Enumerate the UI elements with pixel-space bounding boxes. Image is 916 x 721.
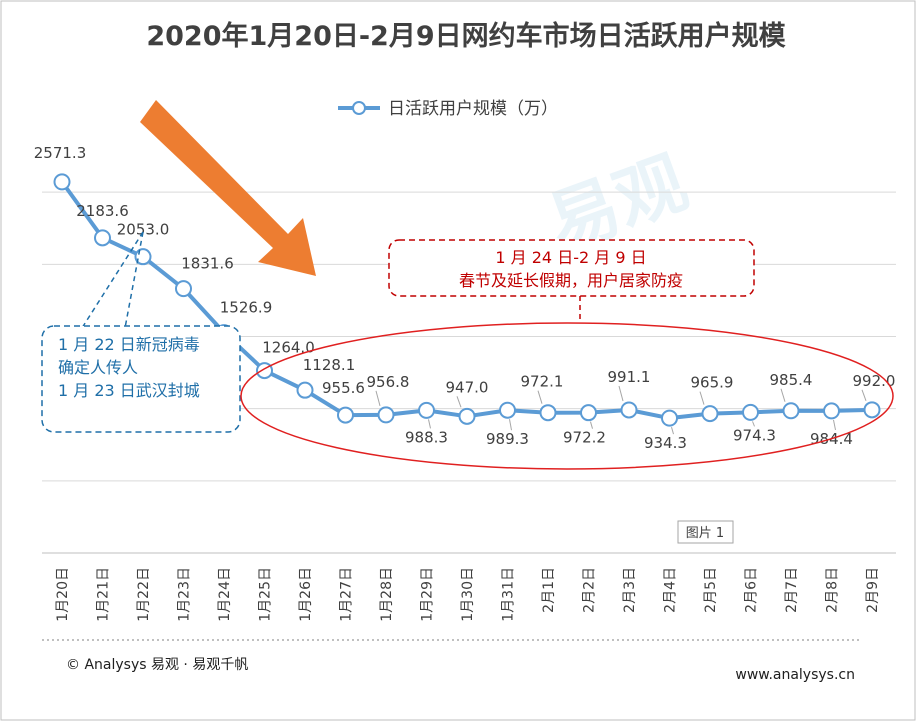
orange-arrow-shape [140,100,316,276]
holiday-ellipse [240,322,894,470]
data-point [863,401,881,419]
data-label-leader [375,390,381,407]
data-label-leader [428,419,431,429]
trend-arrow [140,100,316,276]
x-tick-label: 1月29日 [420,567,436,622]
x-tick-label: 2月4日 [663,567,679,613]
data-label-leader [537,390,543,404]
x-tick-label: 2月3日 [622,567,638,613]
data-point [661,409,678,427]
covid-box [41,325,241,433]
data-point [701,405,719,423]
data-point [296,381,314,399]
legend: 日活跃用户规模（万） [338,99,558,119]
x-tick-label: 2月7日 [784,567,800,613]
holiday-line-2: 春节及延长假期，用户居家防疫 [459,271,683,290]
data-label: 934.3 [644,434,687,452]
data-label: 956.8 [367,373,410,391]
data-label: 992.0 [853,372,896,390]
x-tick-label: 2月1日 [541,567,557,613]
holiday-line-1: 1 月 24 日-2 月 9 日 [495,248,646,267]
data-label: 1264.0 [262,339,315,357]
data-label-leader [861,389,867,401]
x-axis-ticks: 1月20日 1月21日 1月22日 1月23日 1月24日 1月25日 1月26日 1月27日… [55,567,881,622]
x-tick-label: 1月25日 [258,567,274,622]
data-point [458,407,476,425]
data-label-leader [618,385,624,402]
data-point [94,229,111,247]
figure-label-text: 图片 1 [686,526,724,541]
covid-annotation: 1 月 22 日新冠病毒 确定人传人 1 月 23 日武汉封城 [41,231,241,433]
data-label: 2571.3 [34,144,87,162]
covid-leader-line-2 [124,231,144,329]
data-point [580,404,597,422]
data-point [175,280,192,298]
data-point [418,401,435,419]
data-label-leader [780,388,786,402]
data-label-leader [509,419,512,431]
chart-title: 2020年1月20日-2月9日网约车市场日活跃用户规模 [146,20,785,52]
data-label-leader [699,391,705,405]
data-label: 955.6 [322,379,365,397]
series-dau [53,173,881,427]
data-label: 947.0 [446,378,489,396]
x-tick-label: 1月21日 [96,567,112,622]
data-label: 991.1 [608,368,651,386]
data-label-leader [833,419,836,431]
x-tick-label: 1月28日 [379,567,395,622]
data-label: 1526.9 [220,299,273,317]
data-point [742,403,759,421]
x-tick-label: 1月24日 [217,567,233,622]
data-point [620,401,638,419]
data-label-leader [671,427,674,435]
data-label: 989.3 [486,430,529,448]
data-label-leader [590,421,593,429]
covid-line-1: 1 月 22 日新冠病毒 [58,335,200,354]
data-label: 985.4 [770,371,813,389]
data-label-leader [752,421,755,427]
x-tick-label: 1月27日 [339,567,355,622]
x-tick-label: 1月20日 [55,567,71,622]
footer-website: www.analysys.cn [735,667,855,683]
figure-label: 图片 1 [677,520,734,544]
data-point [53,173,71,191]
data-label: 988.3 [405,428,448,446]
data-point [337,406,354,424]
data-label: 972.2 [563,429,606,447]
x-tick-label: 1月26日 [298,567,314,622]
data-point [823,402,840,420]
holiday-box [388,239,755,297]
data-point [377,406,395,424]
legend-label: 日活跃用户规模（万） [388,99,558,119]
x-tick-label: 2月8日 [825,567,841,613]
data-label: 974.3 [733,426,776,444]
covid-leader-line [81,231,144,329]
x-tick-label: 1月23日 [177,567,193,622]
data-label: 972.1 [521,373,564,391]
legend-marker [352,101,366,115]
x-tick-label: 2月9日 [865,567,881,613]
data-point [539,404,557,422]
footer-source: © Analysys 易观 · 易观千帆 [66,657,248,673]
data-label: 965.9 [691,374,734,392]
data-point [499,401,516,419]
x-tick-label: 1月31日 [501,567,517,622]
x-tick-label: 1月30日 [460,567,476,622]
x-tick-label: 1月22日 [136,567,152,622]
data-label: 2053.0 [117,221,170,239]
holiday-annotation: 1 月 24 日-2 月 9 日 春节及延长假期，用户居家防疫 [240,239,894,470]
covid-line-3: 1 月 23 日武汉封城 [58,381,200,400]
figure-label-box [677,520,734,544]
covid-line-2: 确定人传人 [58,358,138,377]
data-label: 1831.6 [181,255,234,273]
data-label: 1128.1 [303,356,356,374]
x-tick-label: 2月5日 [703,567,719,613]
x-tick-label: 2月2日 [582,567,598,613]
data-label-leader [456,396,462,408]
x-tick-label: 2月6日 [744,567,760,613]
data-label: 2183.6 [76,202,129,220]
data-point [782,402,800,420]
